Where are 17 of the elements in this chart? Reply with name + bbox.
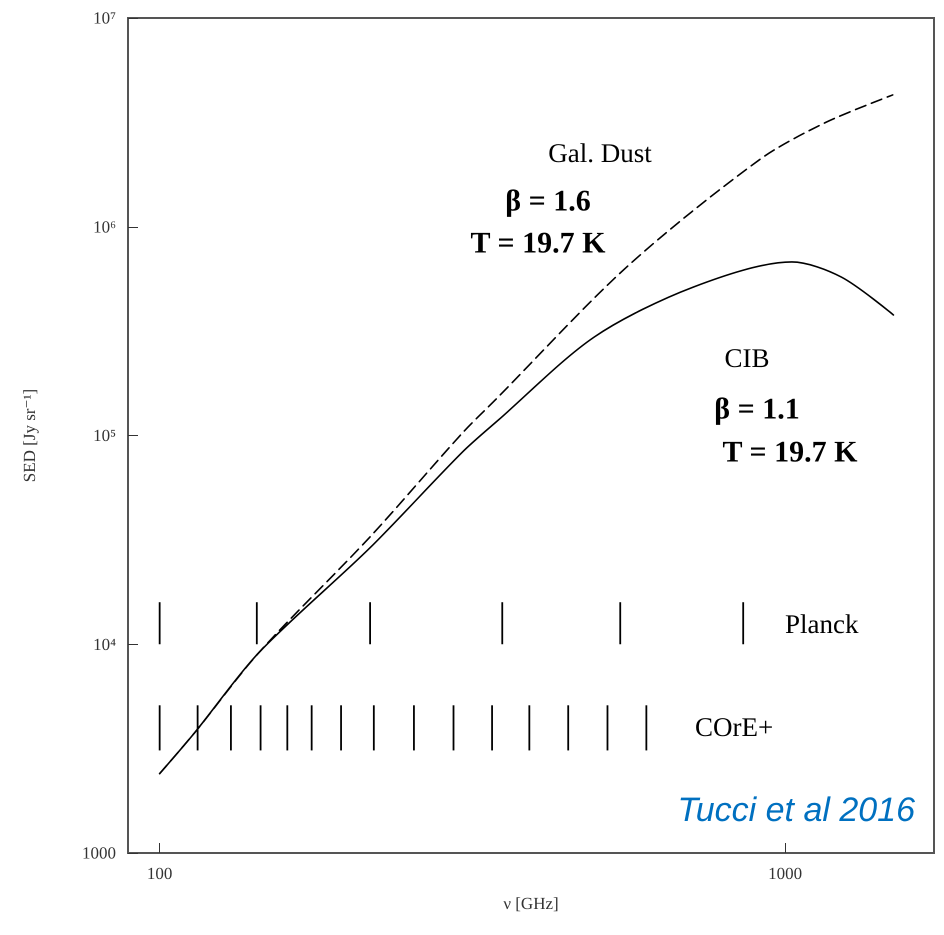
annotation: β = 1.6: [505, 184, 591, 218]
y-axis-title: SED [Jy sr⁻¹]: [20, 388, 39, 482]
text: CIB: [724, 343, 770, 373]
x-axis-title: ν [GHz]: [503, 894, 559, 913]
series-label: Planck: [785, 609, 859, 639]
text: Gal. Dust: [548, 138, 652, 168]
annotation: Tucci et al 2016: [677, 791, 916, 829]
annotation: β = 1.1: [714, 392, 800, 426]
y-tick-label: 10⁴: [93, 634, 116, 654]
annotation: T = 19.7 K: [722, 436, 858, 468]
series-label: COrE+: [695, 712, 774, 742]
y-tick-label: 1000: [82, 844, 116, 862]
y-tick-label: 10⁷: [93, 8, 116, 28]
annotation: T = 19.7 K: [470, 226, 606, 260]
y-tick-label: 10⁵: [93, 426, 116, 445]
y-tick-label: 10⁶: [93, 217, 116, 236]
x-tick-label: 100: [146, 864, 172, 883]
